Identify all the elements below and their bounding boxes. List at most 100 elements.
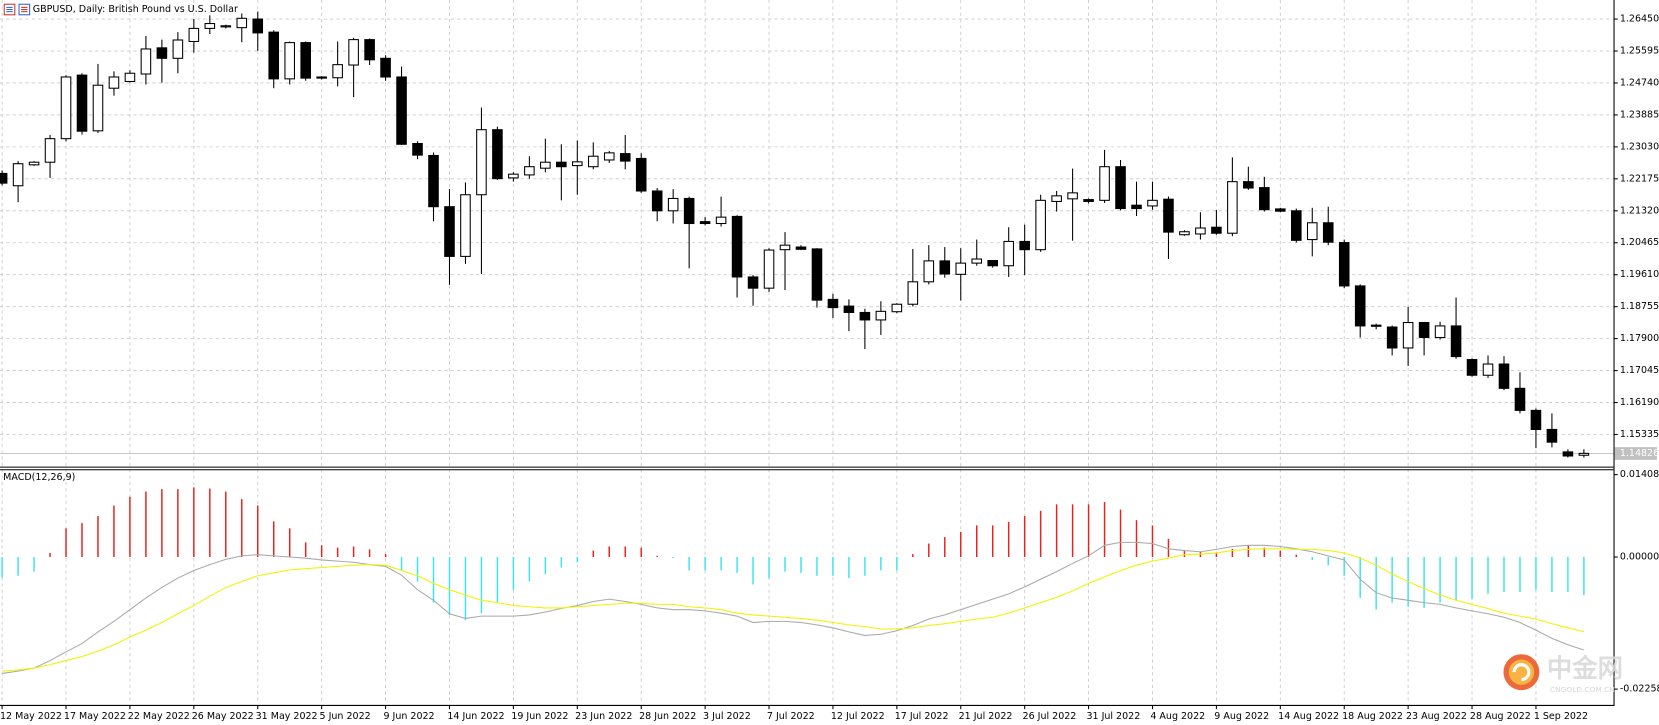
watermark-brand: 中金网 [1547,653,1623,683]
candle-body [1243,181,1254,189]
candle-body [1498,363,1510,389]
candle-body [60,76,72,140]
y-tick-label: 1.15335 [1620,429,1659,440]
x-tick-label: 17 Jul 2022 [895,711,949,722]
candle-body [843,305,855,313]
candle-body [939,260,951,275]
candle-body [1466,359,1478,376]
y-tick-label: 0.01408 [1620,469,1659,480]
candle-body [1546,428,1558,443]
x-tick-label: 14 Jun 2022 [447,711,504,722]
candle-body [1434,325,1446,339]
candle-body [1259,187,1270,211]
candle-body [1179,231,1190,236]
y-tick-label: 1.18755 [1620,301,1659,312]
candle-body [1003,240,1014,267]
candle-body [1019,240,1030,251]
y-tick-label: 1.17900 [1620,333,1659,344]
candle-body [811,248,823,301]
candle-body [188,27,200,43]
x-tick-label: 17 May 2022 [64,711,126,722]
y-tick-label: 1.16190 [1620,397,1659,408]
x-tick-label: 14 Aug 2022 [1278,711,1339,722]
candle-body [460,194,471,257]
x-tick-label: 26 Jul 2022 [1023,711,1077,722]
candle-body [603,152,615,161]
candle-body [651,190,663,212]
x-tick-label: 1 Sep 2022 [1534,711,1588,722]
x-tick-label: 3 Jul 2022 [703,711,751,722]
y-tick-label: 1.23030 [1620,141,1659,152]
y-tick-label: -0.02258 [1620,684,1659,695]
candle-body [380,57,391,78]
candle-body [1035,199,1046,251]
candle-body [284,42,295,80]
current-price-label: 1.14826 [1620,448,1659,459]
x-tick-label: 19 Jun 2022 [511,711,568,722]
candle-body [683,197,695,225]
watermark-site: CNGOLD.COM.CN [1550,685,1615,694]
candle-body [587,155,599,168]
candle-body [891,303,903,313]
candle-body [827,298,839,309]
symbol-icon [3,3,31,16]
x-tick-label: 31 May 2022 [256,711,318,722]
candle-body [795,246,807,250]
candle-body [1290,210,1302,241]
candle-body [1163,198,1174,233]
candle-body [236,17,248,29]
candle-body [1354,285,1366,327]
candle-body [412,142,423,156]
candle-body [204,23,216,29]
grid-layer [0,0,1614,704]
candle-body [0,172,8,184]
candle-body [92,84,104,132]
candle-body [1083,199,1094,202]
x-tick-label: 18 Aug 2022 [1342,711,1403,722]
candle-body [44,138,56,163]
indicator-title: MACD(12,26,9) [3,472,75,483]
candle-body [476,129,487,196]
x-tick-label: 23 Jun 2022 [575,711,632,722]
candle-body [779,244,791,251]
x-tick-label: 9 Jun 2022 [383,711,434,722]
candle-body [875,310,887,321]
candle-body [364,39,375,61]
candle-body [907,281,919,305]
y-tick-label: 1.19610 [1620,269,1659,280]
candle-body [619,153,631,162]
x-tick-label: 21 Jul 2022 [959,711,1013,722]
candle-body [763,249,775,289]
x-tick-label: 4 Aug 2022 [1150,711,1205,722]
candle-body [524,166,535,176]
y-tick-label: 1.23885 [1620,109,1659,120]
candle-body [1386,326,1398,349]
marks-layer [0,11,1614,674]
candle-body [332,64,343,79]
candle-body [1402,322,1414,349]
x-tick-label: 28 Jun 2022 [639,711,696,722]
candle-body [268,31,280,80]
y-tick-label: 1.20465 [1620,237,1659,248]
y-tick-label: 0.00000 [1620,552,1659,563]
candle-body [987,259,999,267]
y-tick-label: 1.26450 [1620,14,1659,25]
candle-body [492,129,503,180]
candle-body [1195,227,1206,235]
candle-body [1530,409,1542,430]
x-tick-label: 7 Jul 2022 [767,711,815,722]
candle-body [667,197,679,212]
candle-body [715,216,727,225]
candle-body [124,72,136,83]
y-tick-label: 1.25595 [1620,46,1659,57]
candle-body [108,76,120,89]
x-tick-label: 12 Jul 2022 [831,711,885,722]
candle-body [572,161,583,167]
candle-body [699,221,711,225]
candle-body [1370,324,1382,327]
candle-body [300,42,311,79]
candle-body [747,276,759,289]
